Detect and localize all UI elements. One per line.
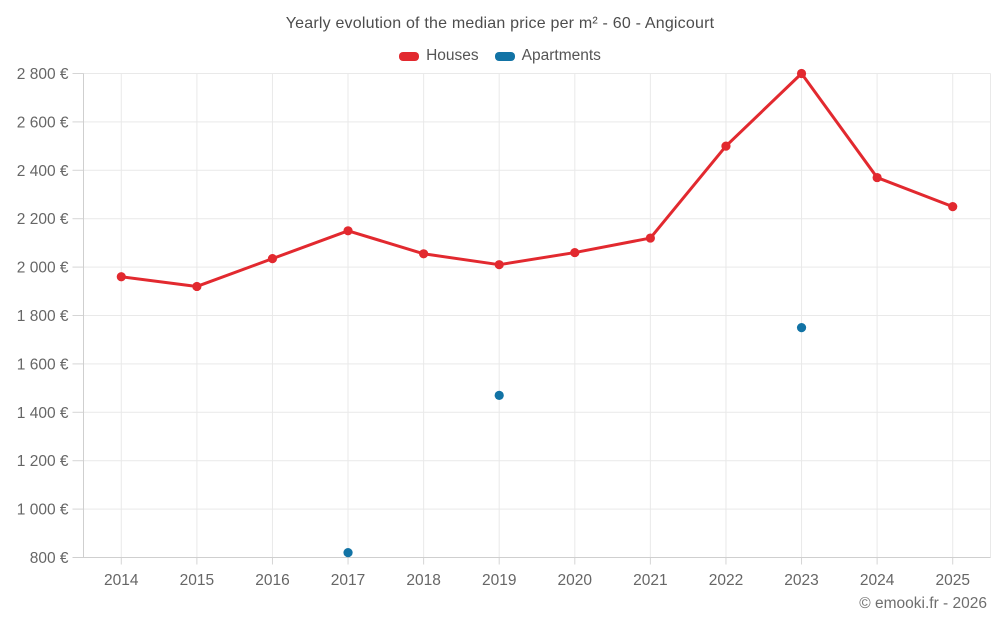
y-axis-label: 800 € bbox=[30, 550, 69, 567]
y-axis-label: 2 800 € bbox=[17, 66, 69, 83]
legend-item-houses[interactable]: Houses bbox=[399, 47, 479, 65]
x-axis-label: 2024 bbox=[860, 572, 895, 589]
houses-point-2024[interactable] bbox=[872, 172, 882, 183]
y-axis-label: 2 400 € bbox=[17, 163, 69, 180]
x-axis-label: 2020 bbox=[558, 572, 593, 589]
y-axis-label: 2 200 € bbox=[17, 211, 69, 228]
houses-point-2020[interactable] bbox=[570, 247, 580, 258]
houses-point-2022[interactable] bbox=[721, 141, 731, 151]
x-axis-label: 2022 bbox=[709, 572, 743, 589]
apartments-point-2017[interactable] bbox=[343, 548, 353, 558]
y-axis-label: 2 600 € bbox=[17, 114, 69, 131]
x-axis-label: 2017 bbox=[331, 572, 365, 589]
x-axis-label: 2021 bbox=[633, 572, 667, 589]
apartments-point-2019[interactable] bbox=[494, 390, 504, 400]
houses-point-2021[interactable] bbox=[645, 233, 655, 243]
footer-credit: © emooki.fr - 2026 bbox=[859, 595, 987, 612]
chart-title: Yearly evolution of the median price per… bbox=[285, 15, 715, 32]
apartments-point-2023[interactable] bbox=[796, 323, 807, 333]
y-axis-label: 1 400 € bbox=[17, 405, 69, 422]
y-axis-label: 1 200 € bbox=[17, 453, 69, 470]
x-axis-label: 2019 bbox=[482, 572, 516, 589]
apartments-series-swatch-icon bbox=[494, 51, 515, 61]
chart-legend: Houses Apartments bbox=[0, 46, 1000, 66]
houses-point-2017[interactable] bbox=[343, 226, 353, 236]
houses-point-2019[interactable] bbox=[494, 260, 504, 270]
x-axis-label: 2015 bbox=[180, 572, 214, 589]
houses-point-2014[interactable] bbox=[116, 272, 126, 282]
legend-label-apartments: Apartments bbox=[521, 47, 601, 64]
houses-point-2015[interactable] bbox=[192, 281, 202, 292]
y-axis-label: 2 000 € bbox=[17, 260, 69, 277]
y-axis-label: 1 000 € bbox=[17, 502, 69, 519]
houses-point-2018[interactable] bbox=[419, 249, 429, 259]
x-axis-label: 2016 bbox=[255, 572, 289, 589]
y-axis-label: 1 800 € bbox=[17, 308, 69, 325]
houses-point-2016[interactable] bbox=[267, 254, 278, 264]
x-axis-label: 2025 bbox=[935, 572, 969, 589]
x-axis-label: 2014 bbox=[104, 572, 139, 589]
x-axis-label: 2018 bbox=[406, 572, 440, 589]
legend-label-houses: Houses bbox=[426, 47, 479, 64]
legend-item-apartments[interactable]: Apartments bbox=[494, 47, 601, 65]
houses-point-2023[interactable] bbox=[796, 68, 807, 79]
houses-series-swatch-icon bbox=[399, 51, 420, 61]
houses-point-2025[interactable] bbox=[948, 202, 958, 212]
y-axis-label: 1 600 € bbox=[17, 356, 69, 373]
x-axis-label: 2023 bbox=[784, 572, 818, 589]
houses-series-line bbox=[119, 72, 955, 288]
